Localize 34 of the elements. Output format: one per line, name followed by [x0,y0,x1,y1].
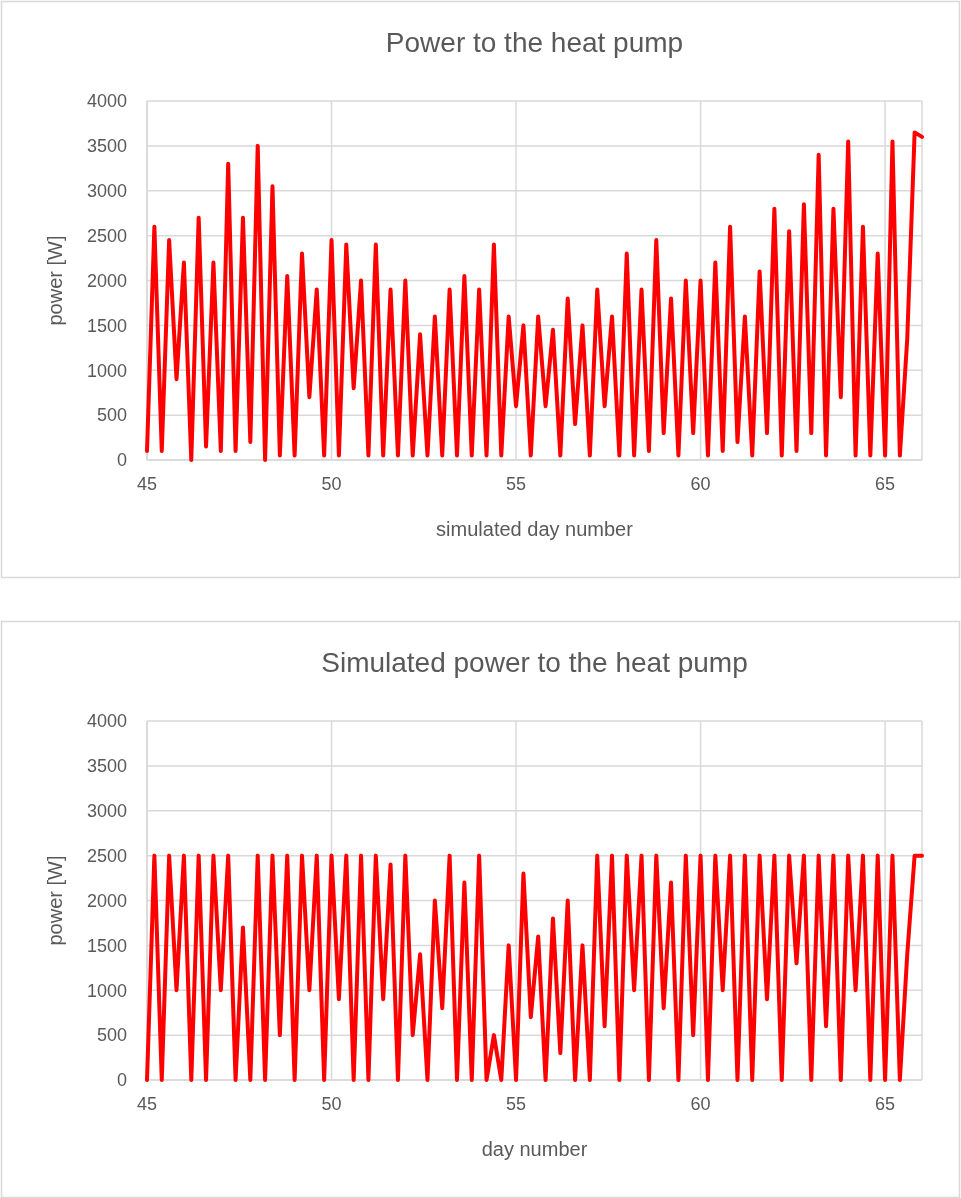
y-tick-label: 3500 [86,756,127,777]
x-tick-label: 45 [136,1094,158,1114]
y-tick-label: 4000 [86,711,127,732]
chart-title: Power to the heat pump [385,27,684,58]
x-tick-label: 55 [506,474,527,494]
chart-title: Simulated power to the heat pump [321,647,748,678]
y-tick-label: 1000 [86,360,127,381]
x-tick-label: 60 [690,474,711,494]
x-tick-label: 60 [690,1094,711,1114]
y-tick-label: 2000 [86,890,127,911]
y-tick-label: 1500 [86,315,127,336]
x-tick-label: 55 [506,1094,527,1114]
y-tick-label: 2500 [86,845,127,866]
y-tick-label: 1500 [86,935,127,956]
y-tick-label: 3500 [86,136,127,157]
y-tick-label: 500 [96,405,127,426]
x-axis-title: day number [481,1138,588,1160]
y-tick-label: 4000 [86,91,127,112]
x-tick-label: 50 [321,1094,342,1114]
y-tick-label: 0 [116,450,127,471]
x-tick-label: 50 [321,474,342,494]
y-tick-label: 2500 [86,225,127,246]
y-tick-label: 0 [116,1070,127,1091]
y-axis-title: power [W] [44,855,66,946]
y-tick-label: 500 [96,1025,127,1046]
y-tick-label: 3000 [86,801,127,822]
y-tick-label: 3000 [86,181,127,202]
x-tick-label: 65 [875,474,896,494]
x-tick-label: 45 [136,474,158,494]
x-axis-title: simulated day number [436,518,634,540]
y-tick-label: 2000 [86,270,127,291]
x-tick-label: 65 [875,1094,896,1114]
y-axis-title: power [W] [44,235,66,326]
y-tick-label: 1000 [86,980,127,1001]
